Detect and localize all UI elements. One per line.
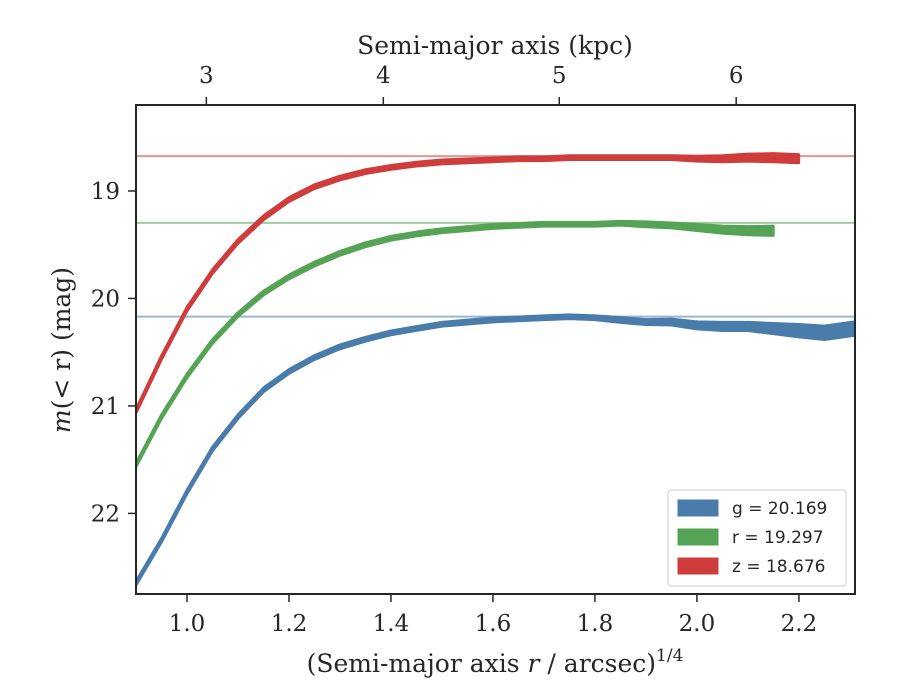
y-axis-title: m(< r) (mag) (47, 267, 76, 433)
top-tick-label: 3 (199, 63, 214, 89)
y-tick-label: 21 (91, 394, 120, 420)
legend-label-z: z = 18.676 (732, 557, 825, 577)
x-tick-label: 1.6 (475, 611, 512, 637)
series-layer (136, 152, 855, 587)
x-tick-label: 1.0 (169, 611, 206, 637)
top-x-axis: 3 4 5 6 (199, 63, 744, 105)
legend-label-r: r = 19.297 (732, 528, 824, 548)
plot-frame (135, 104, 856, 595)
top-tick-label: 5 (552, 63, 567, 89)
x-tick-label: 2.2 (781, 611, 818, 637)
y-tick-label: 20 (91, 286, 120, 312)
x-axis: 1.0 1.2 1.4 1.6 1.8 2.0 2.2 (169, 594, 817, 637)
top-tick-label: 6 (729, 63, 744, 89)
legend-swatch-z (677, 557, 719, 575)
x-tick-label: 1.4 (373, 611, 410, 637)
legend: g = 20.169 r = 19.297 z = 18.676 (667, 489, 847, 587)
y-tick-label: 19 (91, 179, 120, 205)
series-band-z (136, 152, 801, 415)
x-tick-label: 1.8 (577, 611, 614, 637)
x-axis-title: (Semi-major axis r / arcsec)1/4 (307, 646, 684, 678)
series-band-g (136, 313, 855, 587)
y-axis: 19 20 21 22 (91, 179, 136, 527)
y-tick-label: 22 (91, 501, 120, 527)
top-x-axis-title: Semi-major axis (kpc) (357, 31, 633, 60)
legend-swatch-r (677, 528, 719, 546)
plot-area (136, 152, 855, 587)
legend-label-g: g = 20.169 (732, 499, 827, 519)
x-tick-label: 2.0 (679, 611, 716, 637)
series-band-r (136, 219, 775, 469)
top-tick-label: 4 (376, 63, 391, 89)
legend-swatch-g (677, 499, 719, 517)
x-tick-label: 1.2 (271, 611, 308, 637)
